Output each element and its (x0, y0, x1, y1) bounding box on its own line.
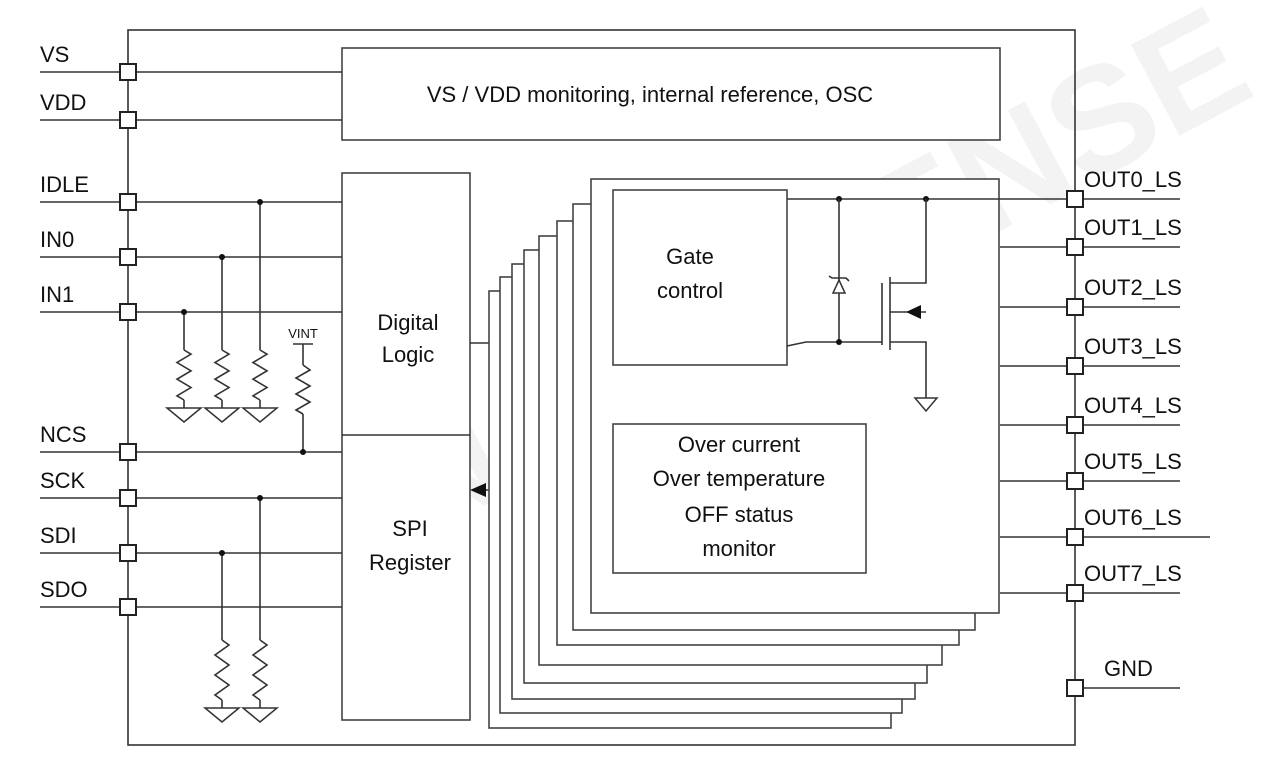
pulldown-resistors (164, 349, 280, 723)
pin-label: SDO (40, 577, 88, 602)
pin-label: IDLE (40, 172, 89, 197)
pin-out3_ls: OUT3_LS (1000, 334, 1182, 375)
gate-control-block (612, 189, 788, 366)
pin-label: VDD (40, 90, 86, 115)
pin-vdd: VDD (40, 90, 137, 129)
monitor-label: VS / VDD monitoring, internal reference,… (427, 82, 873, 107)
pin-label: OUT1_LS (1084, 215, 1182, 240)
ground-icon (164, 407, 204, 423)
pin-sdi: SDI (40, 523, 137, 562)
pin-label: OUT3_LS (1084, 334, 1182, 359)
pulldown-resistor (240, 639, 280, 723)
mosfet-circuit (786, 196, 1075, 413)
right-pins: OUT0_LS OUT1_LS OUT2_LS OUT3_LS OUT4_LS OUT5_… (1000, 167, 1210, 697)
ground-icon (913, 397, 939, 413)
pin-label: IN1 (40, 282, 74, 307)
pin-in1: IN1 (40, 282, 137, 321)
pin-sdo: SDO (40, 577, 137, 616)
diagnostics-label-4: monitor (702, 536, 775, 561)
pin-out7_ls: OUT7_LS (1000, 561, 1182, 602)
monitor-block (341, 47, 1001, 141)
pin-label: OUT7_LS (1084, 561, 1182, 586)
pin-label: OUT0_LS (1084, 167, 1182, 192)
ground-icon (240, 407, 280, 423)
pin-label: OUT6_LS (1084, 505, 1182, 530)
pin-out1_ls: OUT1_LS (1000, 215, 1182, 256)
gate-control-label-2: control (657, 278, 723, 303)
pin-ncs: NCS (40, 422, 137, 461)
zener-diode-icon (828, 275, 850, 294)
pin-sck: SCK (40, 468, 137, 507)
vint-label: VINT (288, 326, 318, 341)
pin-label: NCS (40, 422, 86, 447)
input-wiring (40, 71, 342, 640)
pin-out5_ls: OUT5_LS (1000, 449, 1182, 490)
pin-out4_ls: OUT4_LS (1000, 393, 1182, 434)
pin-label: OUT5_LS (1084, 449, 1182, 474)
chip-outline (127, 29, 1076, 746)
pin-label: OUT4_LS (1084, 393, 1182, 418)
pin-label: SDI (40, 523, 77, 548)
pin-vs: VS (40, 42, 137, 81)
spi-register-label-2: Register (369, 550, 451, 575)
diagnostics-label-1: Over current (678, 432, 800, 457)
ground-icon (240, 707, 280, 723)
pulldown-resistor (164, 349, 204, 423)
pin-label: GND (1104, 656, 1153, 681)
gate-control-label-1: Gate (666, 244, 714, 269)
digital-logic-label-2: Logic (382, 342, 435, 367)
pin-out6_ls: OUT6_LS (1000, 505, 1210, 546)
arrow-left-icon (470, 483, 486, 497)
ground-icon (202, 707, 242, 723)
ground-icon (202, 407, 242, 423)
pin-in0: IN0 (40, 227, 137, 266)
pin-label: IN0 (40, 227, 74, 252)
pin-out2_ls: OUT2_LS (1000, 275, 1182, 316)
digital-logic-block (341, 172, 471, 721)
pin-label: SCK (40, 468, 86, 493)
pulldown-resistor (202, 349, 242, 423)
pin-label: VS (40, 42, 69, 67)
pin-label: OUT2_LS (1084, 275, 1182, 300)
body-arrow-icon (906, 305, 921, 319)
pin-out0_ls: OUT0_LS (1066, 167, 1182, 208)
spi-register-label-1: SPI (392, 516, 427, 541)
pin-idle: IDLE (40, 172, 137, 211)
pulldown-resistor (240, 349, 280, 423)
diagnostics-label-2: Over temperature (653, 466, 825, 491)
digital-logic-label-1: Digital (377, 310, 438, 335)
left-pins: VS VDD IDLE IN0 IN1 NCS SCK SDI SDO (40, 42, 137, 616)
pulldown-resistor (202, 639, 242, 723)
diagnostics-block (612, 423, 867, 574)
diagnostics-label-3: OFF status (685, 502, 794, 527)
pin-gnd: GND (1066, 656, 1180, 697)
